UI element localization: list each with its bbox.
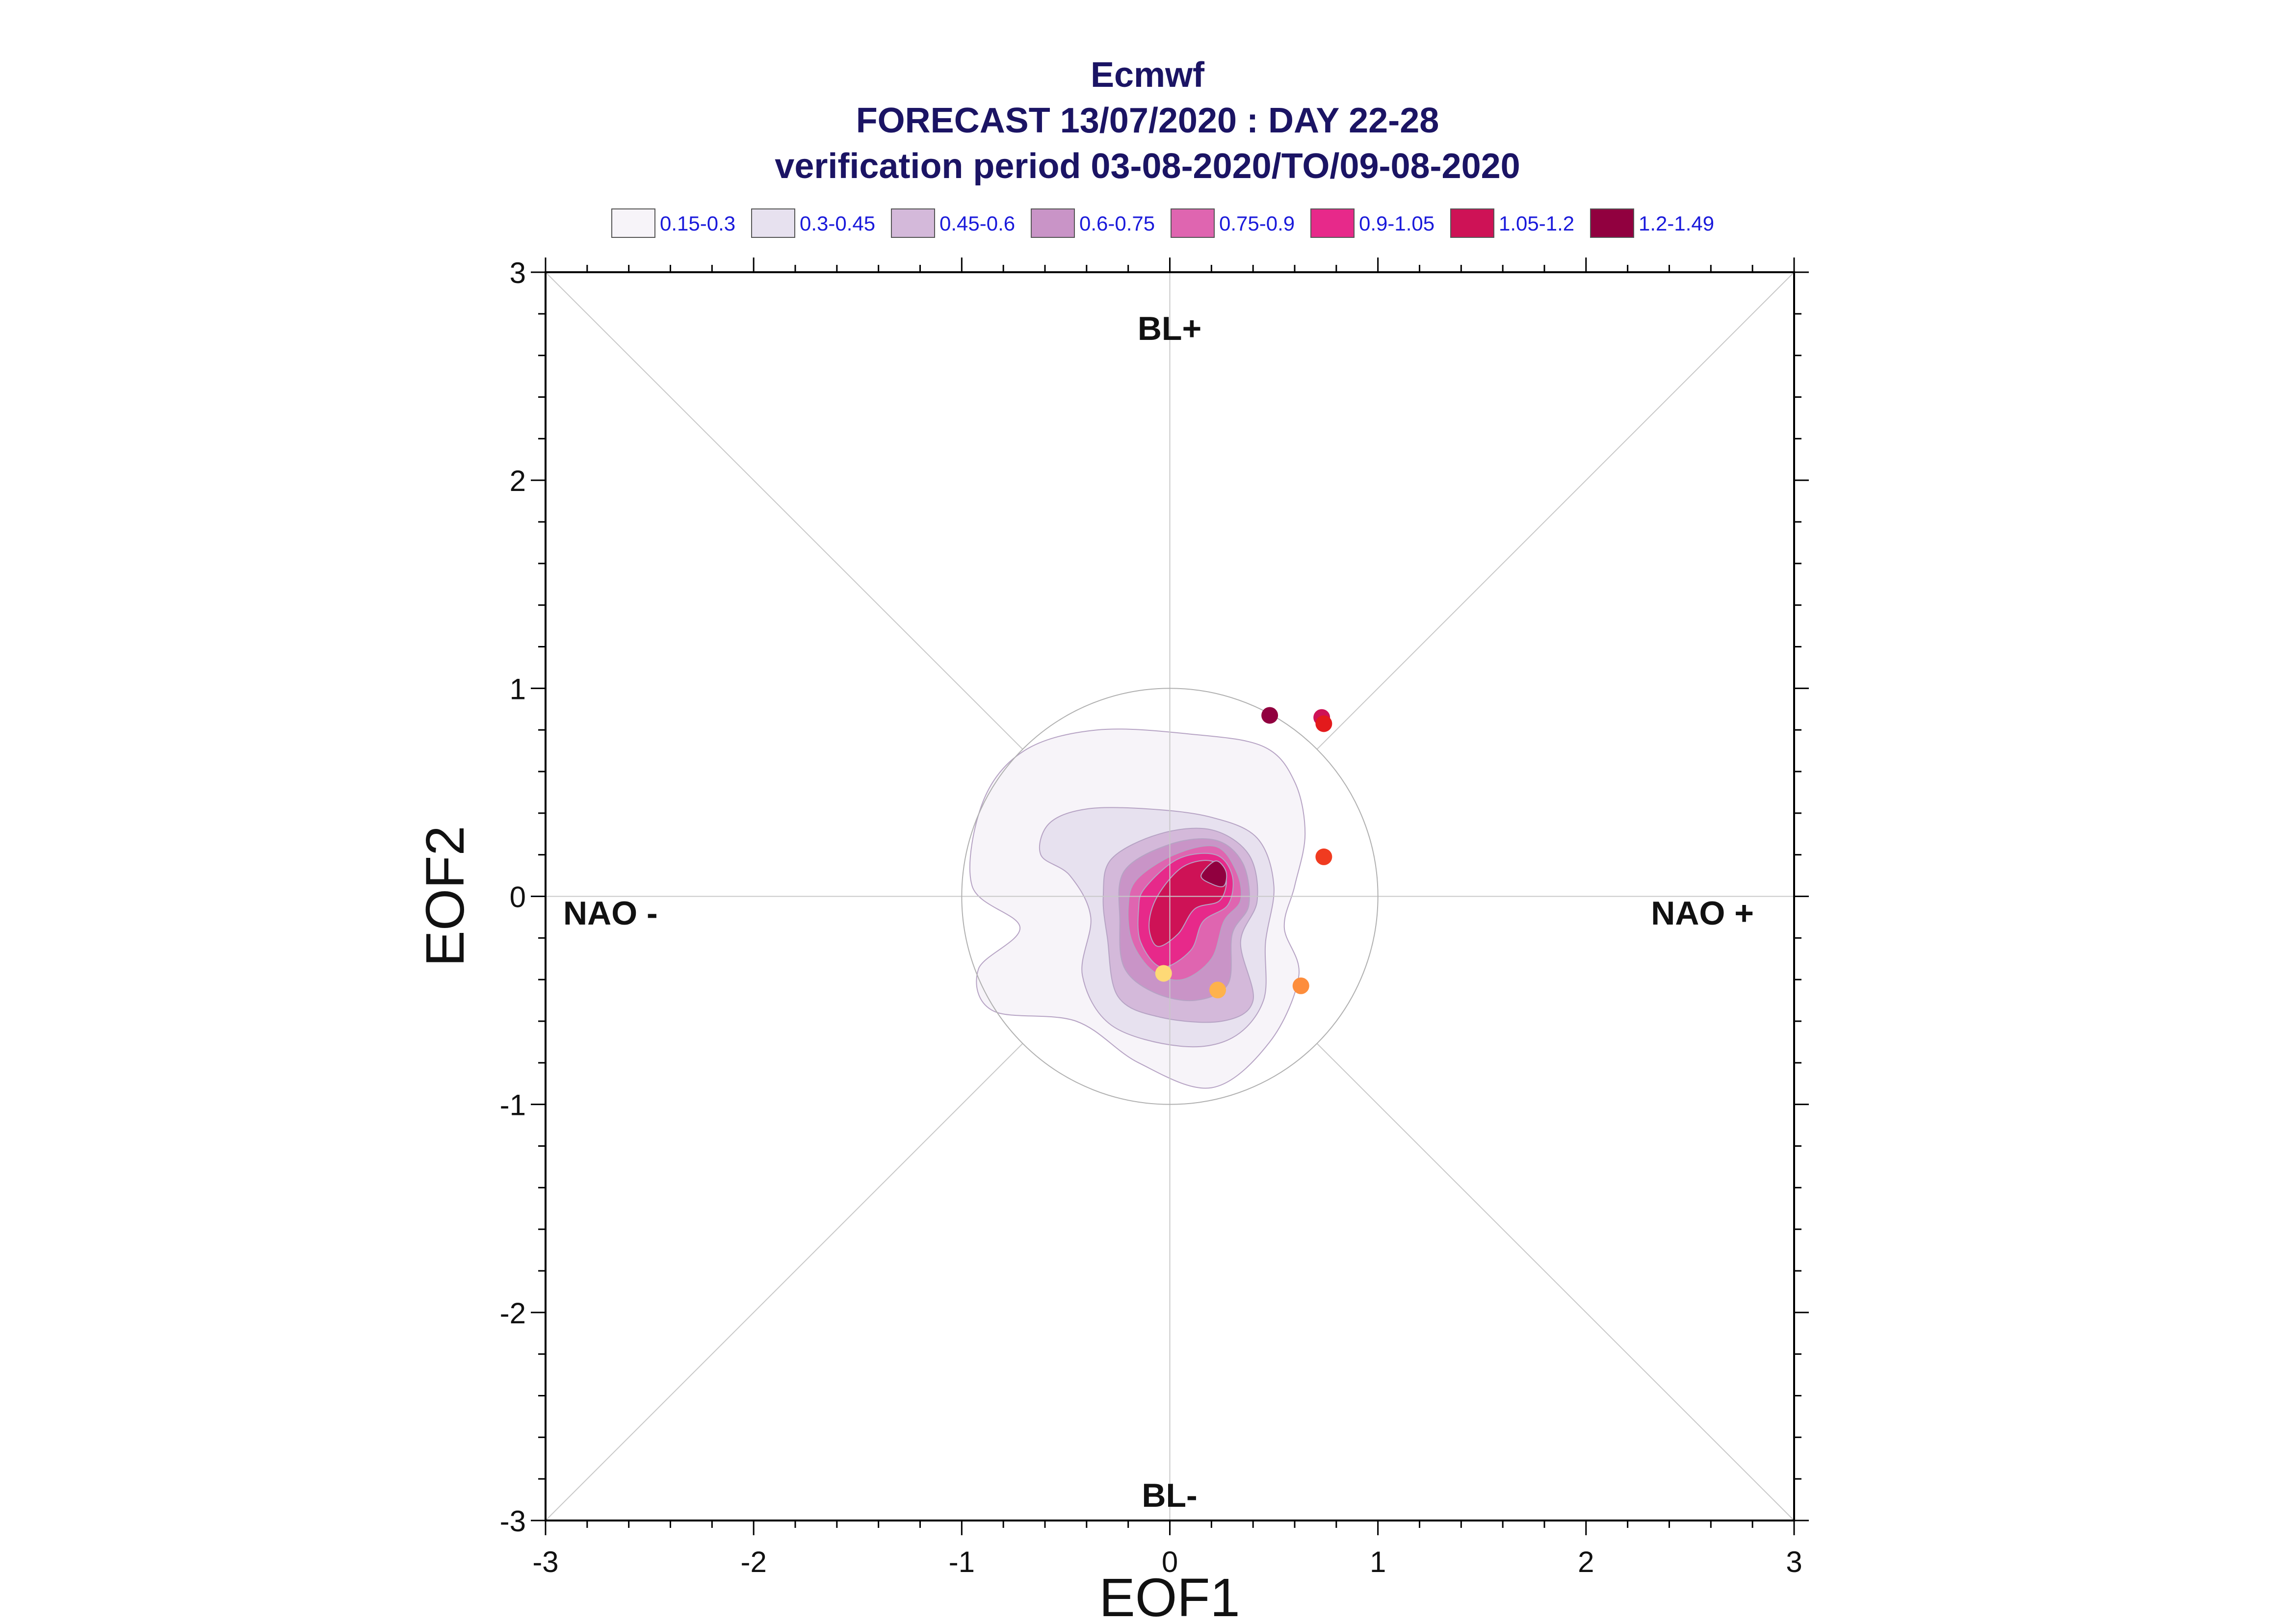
density-contours: [969, 728, 1306, 1089]
x-tick-label: -3: [532, 1546, 558, 1578]
forecast-point-1: [1261, 707, 1278, 724]
diagonal-line-3: [545, 1043, 1023, 1521]
regime-label-bottom: BL-: [1142, 1477, 1197, 1514]
legend-label-8: 1.2-1.49: [1639, 212, 1714, 235]
x-tick-label: -2: [740, 1546, 766, 1578]
axis-ticks: -3 -2 -1 0 1 2 3 -3 -2 -1 0 1 2 3: [500, 257, 1809, 1578]
y-tick-label: 2: [510, 464, 526, 497]
chart-subtitle-line-1: FORECAST 13/07/2020 : DAY 22-28: [856, 101, 1439, 140]
y-tick-label: 3: [510, 257, 526, 289]
diagonal-line-1: [1316, 272, 1795, 750]
legend-swatch-4: [1031, 208, 1075, 238]
forecast-point-5: [1292, 977, 1309, 994]
forecast-points: [1155, 707, 1332, 999]
density-contour-8: [1200, 860, 1227, 887]
y-tick-label: -3: [500, 1505, 526, 1538]
x-tick-label: 1: [1370, 1546, 1386, 1578]
y-tick-label: 1: [510, 672, 526, 705]
y-axis-label: EOF2: [415, 825, 475, 966]
legend-label-1: 0.15-0.3: [660, 212, 735, 235]
chart-subtitle-line-2: verification period 03-08-2020/TO/09-08-…: [775, 147, 1520, 186]
x-tick-label: 3: [1786, 1546, 1802, 1578]
forecast-point-4: [1315, 848, 1332, 865]
x-axis-label: EOF1: [1099, 1568, 1240, 1624]
legend-label-3: 0.45-0.6: [939, 212, 1015, 235]
legend-swatch-3: [891, 208, 935, 238]
x-tick-label: 0: [1162, 1546, 1178, 1578]
x-tick-label: 2: [1578, 1546, 1594, 1578]
legend-swatch-6: [1310, 208, 1355, 238]
diagonal-line-4: [1316, 1043, 1795, 1521]
legend-swatch-1: [611, 208, 655, 238]
plot-area: -3 -2 -1 0 1 2 3 -3 -2 -1 0 1 2 3: [500, 257, 1809, 1578]
forecast-point-7: [1155, 965, 1172, 982]
regime-label-top: BL+: [1138, 310, 1201, 347]
x-tick-label: -1: [949, 1546, 975, 1578]
y-tick-label: 0: [510, 881, 526, 914]
regime-label-right: NAO +: [1651, 895, 1754, 932]
reference-lines: [545, 272, 1795, 1521]
forecast-point-6: [1209, 981, 1226, 999]
regime-label-left: NAO -: [563, 895, 658, 932]
legend-swatch-8: [1590, 208, 1634, 238]
legend-swatch-7: [1450, 208, 1494, 238]
legend-label-7: 1.05-1.2: [1499, 212, 1574, 235]
density-legend: 0.15-0.3 0.3-0.45 0.45-0.6 0.6-0.75 0.75-0.9…: [611, 208, 1714, 238]
legend-swatch-5: [1171, 208, 1215, 238]
legend-swatch-2: [751, 208, 795, 238]
legend-label-6: 0.9-1.05: [1359, 212, 1434, 235]
legend-label-5: 0.75-0.9: [1219, 212, 1295, 235]
legend-label-2: 0.3-0.45: [800, 212, 875, 235]
forecast-point-3: [1315, 715, 1332, 732]
chart-title: Ecmwf: [1091, 55, 1205, 95]
y-tick-label: -2: [500, 1297, 526, 1330]
y-tick-label: -1: [500, 1089, 526, 1122]
reference-circle: [961, 688, 1379, 1105]
legend-label-4: 0.6-0.75: [1079, 212, 1155, 235]
diagonal-line-2: [545, 272, 1023, 750]
